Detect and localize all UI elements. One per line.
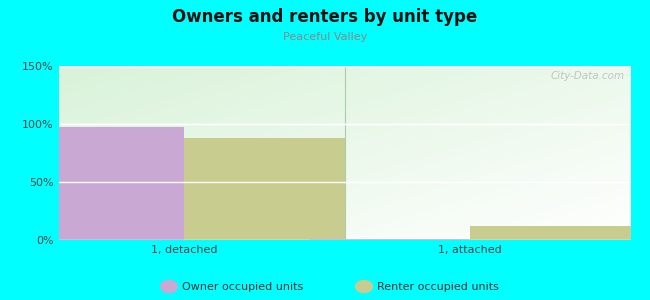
Text: Owner occupied units: Owner occupied units <box>182 281 304 292</box>
Text: Peaceful Valley: Peaceful Valley <box>283 32 367 41</box>
Bar <box>185 138 344 240</box>
Text: Renter occupied units: Renter occupied units <box>377 281 499 292</box>
Bar <box>24 128 185 240</box>
Text: Owners and renters by unit type: Owners and renters by unit type <box>172 8 478 26</box>
Text: City-Data.com: City-Data.com <box>551 71 625 81</box>
Bar <box>471 226 630 240</box>
Bar <box>310 239 471 240</box>
